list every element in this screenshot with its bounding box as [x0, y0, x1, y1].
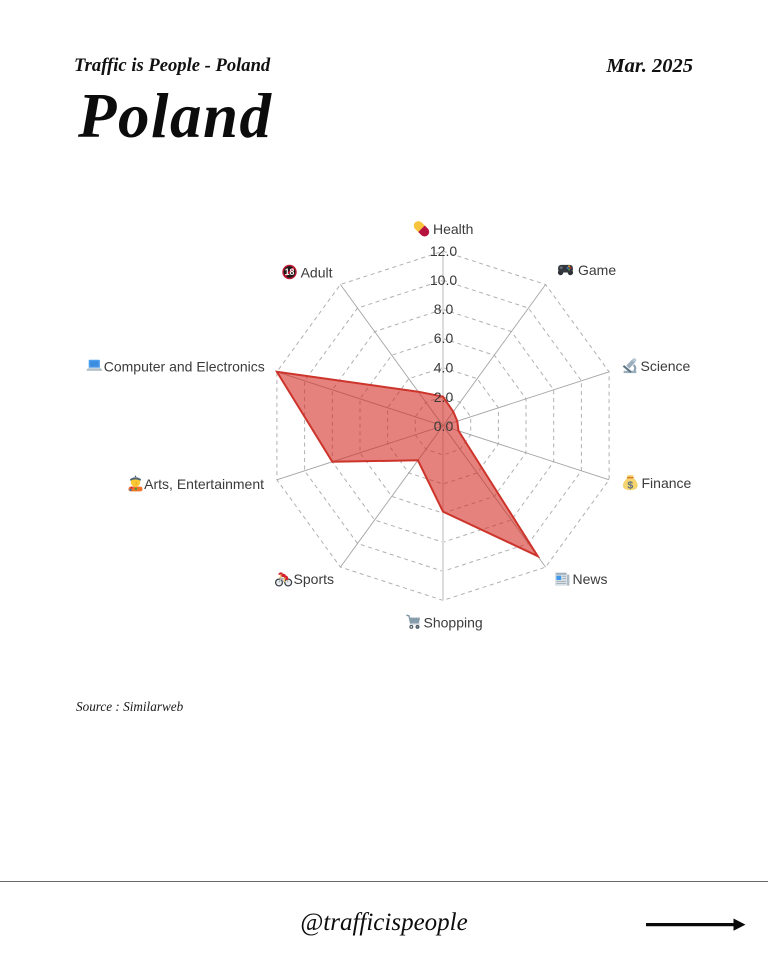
svg-text:8.0: 8.0	[434, 301, 454, 317]
svg-text:4.0: 4.0	[434, 359, 454, 375]
svg-text:$: $	[627, 480, 633, 492]
svg-text:Adult: Adult	[301, 264, 333, 280]
svg-text:Sports: Sports	[294, 571, 334, 587]
svg-text:18: 18	[285, 267, 295, 277]
svg-text:News: News	[573, 571, 608, 587]
svg-text:0.0: 0.0	[434, 418, 454, 434]
svg-text:Game: Game	[578, 262, 616, 278]
svg-text:Computer and Electronics: Computer and Electronics	[104, 359, 265, 375]
svg-text:2.0: 2.0	[434, 389, 454, 405]
svg-text:Shopping: Shopping	[424, 615, 483, 631]
svg-text:12.0: 12.0	[430, 243, 457, 259]
svg-text:Finance: Finance	[642, 475, 692, 491]
svg-text:Science: Science	[641, 358, 691, 374]
svg-text:Health: Health	[433, 221, 473, 237]
svg-text:6.0: 6.0	[434, 330, 454, 346]
svg-text:10.0: 10.0	[430, 272, 457, 288]
svg-text:Arts, Entertainment: Arts, Entertainment	[144, 476, 264, 492]
